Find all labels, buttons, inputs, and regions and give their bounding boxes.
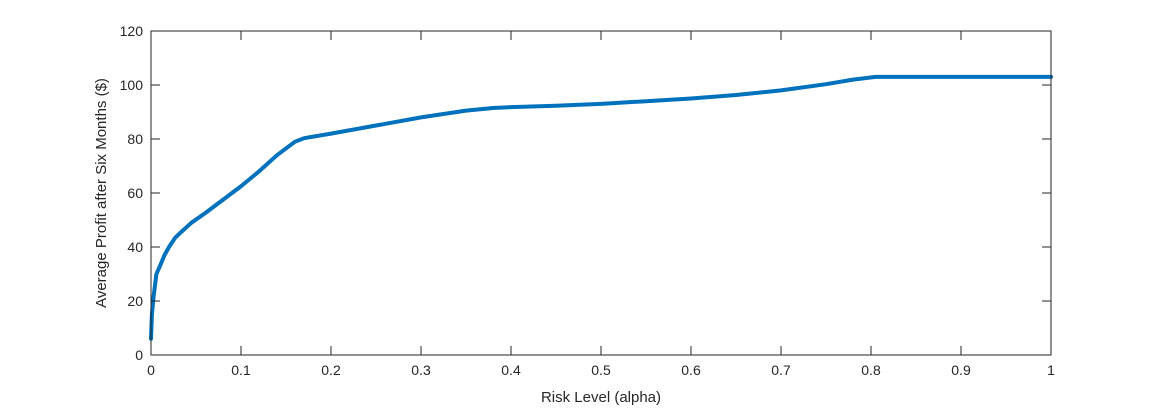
- series-layer: [149, 74, 1053, 341]
- x-tick-label: 0.6: [681, 362, 701, 378]
- x-axis-label: Risk Level (alpha): [541, 389, 661, 406]
- y-tick-label: 120: [120, 23, 144, 39]
- y-tick-label: 40: [127, 239, 143, 255]
- x-tick-label: 0.1: [231, 362, 251, 378]
- x-tick-label: 1: [1047, 362, 1055, 378]
- x-tick-label: 0.3: [411, 362, 431, 378]
- y-tick-label: 60: [127, 185, 143, 201]
- y-axis-ticks: 0 20 40 60 80 100 120: [120, 23, 1051, 363]
- x-tick-label: 0.9: [951, 362, 971, 378]
- x-tick-label: 0.7: [771, 362, 791, 378]
- y-tick-label: 20: [127, 293, 143, 309]
- y-tick-label: 80: [127, 131, 143, 147]
- y-axis-label: Average Profit after Six Months ($): [93, 78, 110, 308]
- y-tick-label: 100: [120, 77, 144, 93]
- x-axis-ticks: 0 0.1 0.2 0.3 0.4 0.5 0.6 0.7 0.8 0.9 1: [147, 31, 1055, 378]
- series-line-0: [149, 74, 1053, 341]
- x-tick-label: 0: [147, 362, 155, 378]
- y-tick-label: 0: [135, 347, 143, 363]
- x-tick-label: 0.8: [861, 362, 881, 378]
- plot-background: [151, 31, 1051, 355]
- x-tick-label: 0.5: [591, 362, 611, 378]
- x-tick-label: 0.2: [321, 362, 341, 378]
- x-tick-label: 0.4: [501, 362, 521, 378]
